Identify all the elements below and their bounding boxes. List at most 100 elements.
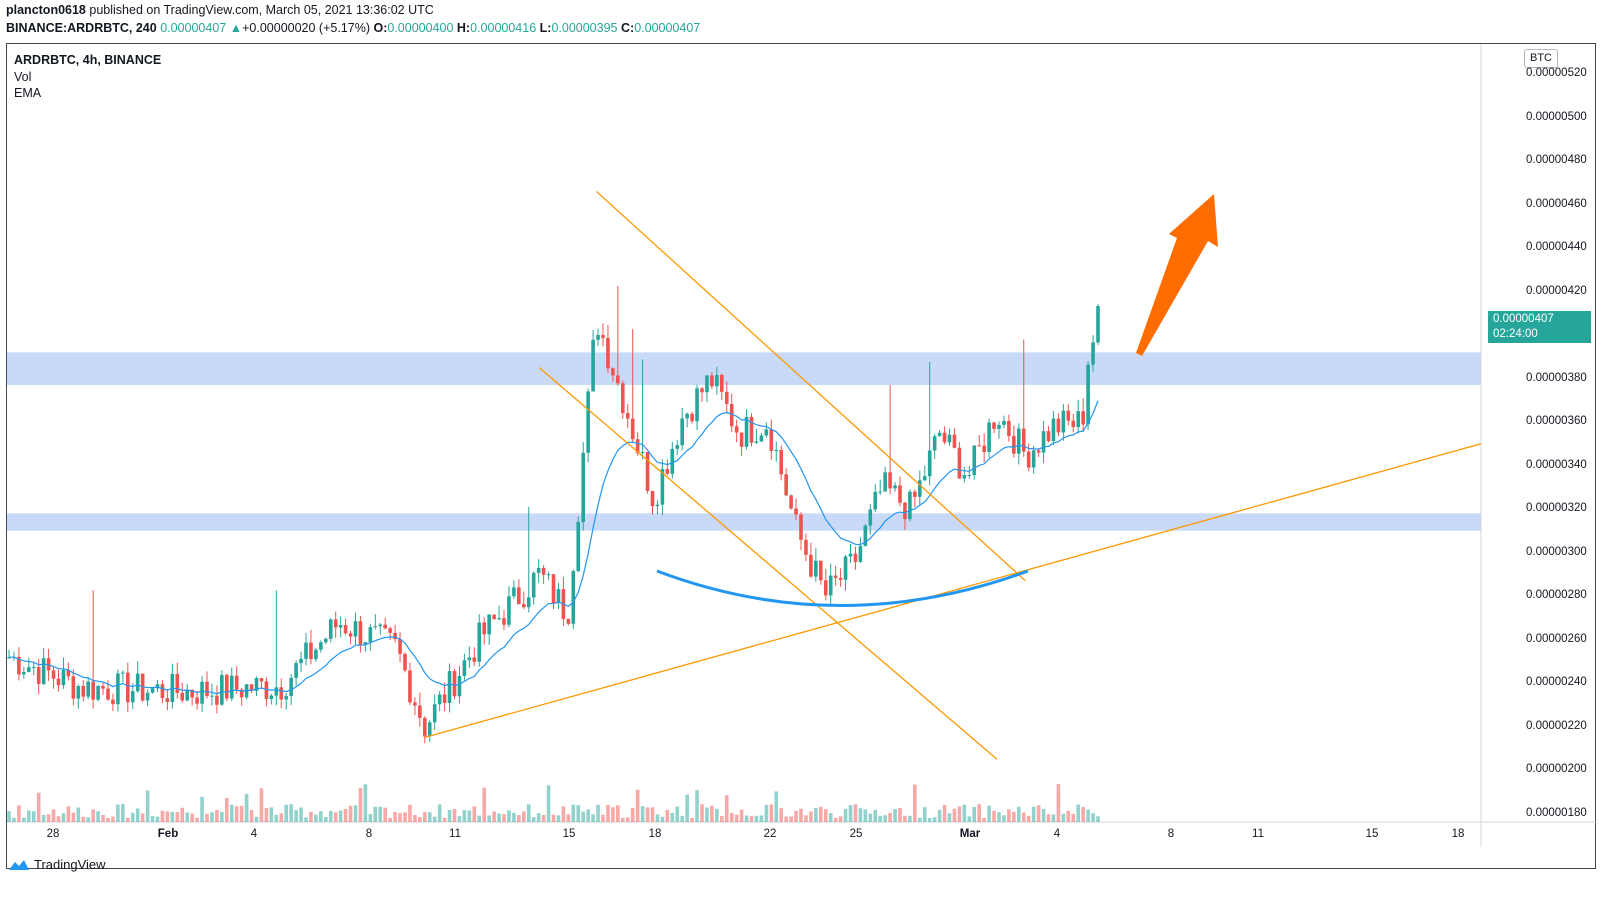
volume-bar	[363, 784, 368, 822]
candle-body	[234, 675, 239, 690]
change-value: +0.00000020 (+5.17%)	[242, 21, 370, 35]
volume-bar	[670, 812, 675, 822]
current-price-label: 0.00000407 02:24:00	[1488, 311, 1591, 343]
candle-body	[398, 639, 402, 654]
candle-body	[1036, 450, 1041, 453]
price-tick: 0.00000200	[1526, 763, 1587, 775]
volume-bar	[507, 810, 511, 822]
volume-bar	[155, 816, 160, 822]
volume-bar	[1041, 808, 1046, 822]
currency-unit-badge[interactable]: BTC	[1524, 49, 1558, 68]
volume-bar	[789, 816, 793, 822]
candle-body	[472, 657, 477, 662]
candle-body	[413, 702, 417, 706]
volume-bar	[413, 814, 417, 822]
candle-body	[91, 681, 95, 700]
candle-body	[937, 432, 942, 437]
volume-bar	[809, 811, 813, 822]
time-tick: 15	[1365, 828, 1379, 840]
volume-bar	[17, 805, 21, 822]
volume-bar	[106, 817, 110, 822]
candle-body	[858, 545, 863, 562]
volume-bar	[56, 816, 61, 822]
volume-bar	[586, 809, 590, 822]
candle-body	[269, 695, 274, 700]
candle-body	[819, 560, 823, 581]
volume-bar	[962, 804, 967, 822]
candle-body	[670, 448, 675, 474]
sr-zone-2	[7, 513, 1481, 531]
candle-body	[1051, 418, 1056, 442]
ema-line	[9, 400, 1099, 695]
volume-bar	[353, 805, 358, 822]
volume-bar	[314, 814, 318, 822]
volume-bar	[373, 806, 378, 822]
legend-ema[interactable]: EMA	[14, 86, 42, 100]
price-tick: 0.00000260	[1526, 632, 1587, 645]
volume-bar	[41, 815, 46, 822]
volume-bar	[522, 811, 526, 822]
volume-bar	[126, 817, 130, 822]
legend-volume[interactable]: Vol	[14, 69, 32, 84]
candle-body	[165, 698, 170, 703]
candle-body	[655, 504, 660, 507]
candle-body	[343, 624, 348, 634]
volume-bar	[333, 812, 338, 822]
volume-bar	[101, 814, 105, 822]
rounded-bottom-curve	[656, 569, 1029, 607]
candle-body	[591, 339, 595, 392]
author-name[interactable]: plancton0618	[6, 3, 86, 17]
volume-bar	[769, 804, 774, 822]
volume-bar	[96, 811, 100, 822]
price-tick: 0.00000360	[1526, 415, 1587, 427]
candle-body	[111, 699, 115, 705]
candle-body	[739, 432, 744, 447]
candle-body	[625, 413, 630, 419]
candle-body	[1026, 451, 1031, 468]
volume-bar	[710, 805, 714, 822]
candle-body	[957, 447, 962, 479]
volume-bar	[66, 806, 71, 822]
candle-body	[616, 375, 620, 384]
candle-body	[432, 704, 437, 723]
volume-bar	[1056, 784, 1061, 822]
volume-bar	[680, 815, 684, 822]
candle-body	[888, 472, 892, 489]
time-tick: 4	[250, 828, 258, 840]
time-tick: 18	[648, 828, 662, 840]
volume-bar	[992, 810, 996, 822]
candle-body	[977, 445, 981, 447]
volume-bar	[828, 813, 833, 822]
candle-body	[477, 622, 482, 662]
candle-body	[403, 653, 407, 671]
volume-bar	[403, 812, 407, 822]
footer-brand[interactable]: TradingView	[8, 857, 106, 872]
chart-frame[interactable]	[6, 43, 1596, 869]
candle-body	[764, 429, 769, 436]
legend-symbol[interactable]: ARDRBTC, 4h, BINANCE	[14, 53, 162, 67]
volume-bar	[838, 816, 843, 822]
candle-body	[27, 667, 31, 673]
volume-bar	[1036, 805, 1041, 822]
volume-bar	[210, 812, 214, 822]
volume-bar	[46, 814, 51, 822]
trendline-2	[595, 190, 1026, 582]
volume-bar	[749, 815, 754, 822]
change-arrow-icon: ▲	[229, 21, 243, 35]
volume-bar	[576, 805, 581, 822]
volume-bar	[685, 794, 689, 822]
volume-bar	[398, 813, 402, 822]
high-value: 0.00000416	[470, 21, 537, 35]
volume-bar	[814, 807, 818, 822]
candle-body	[135, 673, 140, 692]
volume-bar	[423, 811, 427, 822]
volume-bar	[784, 816, 788, 822]
volume-bar	[388, 817, 392, 822]
candle-body	[507, 596, 511, 625]
candle-body	[1002, 421, 1006, 425]
candle-body	[195, 697, 199, 704]
candle-body	[799, 514, 803, 540]
volume-bar	[51, 809, 56, 822]
candle-body	[883, 472, 887, 492]
